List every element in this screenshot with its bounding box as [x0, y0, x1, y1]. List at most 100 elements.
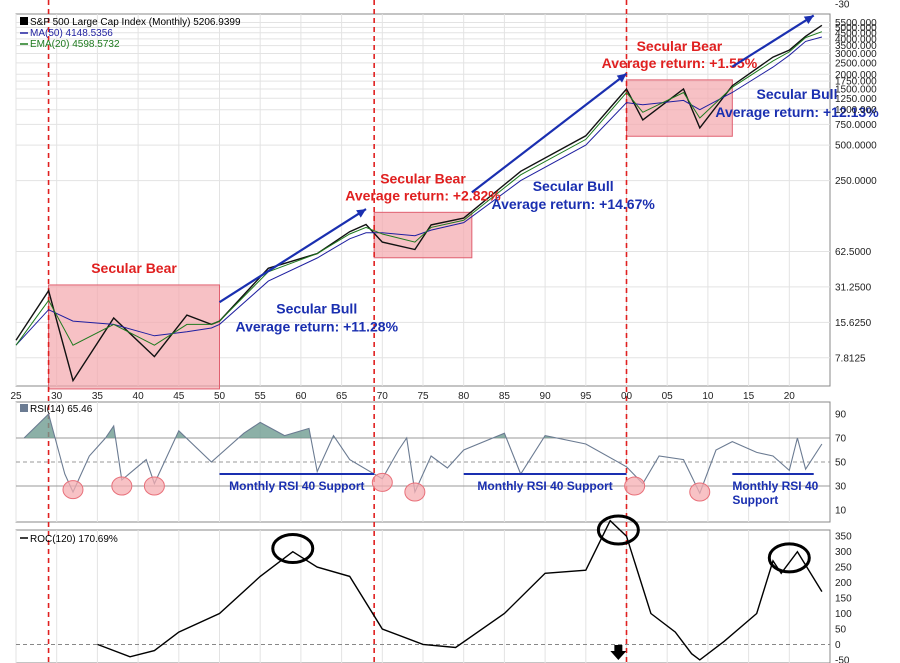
x-tick-label: 90	[540, 391, 552, 402]
roc-y-tick: 350	[835, 532, 852, 543]
secular-bull-arrow	[218, 208, 367, 304]
price-y-tick: 500.0000	[835, 141, 877, 152]
price-y-tick: 1250.000	[835, 94, 877, 105]
rsi-oversold-circle	[404, 482, 426, 502]
rsi-support-label: Monthly RSI 40 Support	[229, 479, 364, 493]
x-tick-label: 05	[662, 391, 674, 402]
rsi-y-tick: 70	[835, 434, 847, 445]
secular-bull-label: Secular Bull	[276, 301, 357, 317]
price-y-tick: 3500.000	[835, 41, 877, 52]
rsi-oversold-circle	[62, 480, 84, 500]
secular-bull-arrow	[731, 14, 815, 68]
price-y-tick: 31.2500	[835, 282, 872, 293]
x-tick-label: 45	[173, 391, 185, 402]
secular-bull-arrowhead	[616, 73, 627, 83]
secular-bull-arrowhead	[803, 15, 814, 24]
rsi-y-tick: 10	[835, 506, 847, 517]
x-tick-label: 65	[336, 391, 348, 402]
rsi-oversold-circle	[371, 472, 393, 492]
price-y-tick: 4000.000	[835, 34, 877, 45]
rsi-oversold-circle	[111, 476, 133, 496]
roc-peak-circle	[767, 542, 811, 574]
secular-bear-label: Secular Bear	[91, 260, 177, 276]
x-tick-label: 35	[92, 391, 104, 402]
x-tick-label: 95	[580, 391, 592, 402]
legend-ema20: EMA(20) 4598.5732	[30, 39, 120, 50]
x-tick-label: 70	[377, 391, 389, 402]
x-tick-label: 10	[702, 391, 714, 402]
price-y-tick: 1500.000	[835, 84, 877, 95]
x-tick-label: 40	[133, 391, 145, 402]
x-tick-label: 55	[255, 391, 267, 402]
rsi-oversold-circle	[143, 476, 165, 496]
legend-price: S&P 500 Large Cap Index (Monthly) 5206.9…	[30, 17, 241, 28]
price-line	[15, 24, 823, 383]
price-y-tick: 15.6250	[835, 318, 872, 329]
rsi-support-label: Support	[732, 493, 778, 507]
price-y-tick: -30	[835, 0, 850, 11]
price-y-tick: 250.0000	[835, 176, 877, 187]
roc-y-tick: 250	[835, 563, 852, 574]
secular-bull-label: Average return: +12.13%	[715, 104, 879, 120]
roc-y-tick: 300	[835, 547, 852, 558]
legend-ma50: MA(50) 4148.5356	[30, 28, 113, 39]
roc-y-tick: 100	[835, 609, 852, 620]
roc-y-tick: -50	[835, 655, 850, 663]
legend-roc: ROC(120) 170.69%	[30, 534, 118, 545]
x-tick-label: 30	[51, 391, 63, 402]
rsi-oversold-circle	[689, 482, 711, 502]
x-tick-label: 00	[621, 391, 633, 402]
x-tick-label: 50	[214, 391, 226, 402]
price-y-tick: 2000.000	[835, 70, 877, 81]
price-y-tick: 5500.000	[835, 18, 877, 29]
price-y-tick: 5000.000	[835, 23, 877, 34]
secular-bull-label: Average return: +11.28%	[236, 319, 399, 335]
x-tick-label: 75	[417, 391, 429, 402]
ema20-line	[15, 31, 823, 346]
rsi-legend: RSI(14) 65.46	[20, 404, 93, 415]
x-tick-label: 15	[743, 391, 755, 402]
x-tick-label: 20	[784, 391, 796, 402]
roc-line	[97, 519, 823, 661]
price-y-tick: 4500.000	[835, 28, 877, 39]
secular-bull-label: Average return: +14.67%	[492, 196, 656, 212]
roc-peak-circle	[271, 533, 315, 565]
roc-y-tick: 0	[835, 640, 841, 651]
price-y-tick: 1750.000	[835, 77, 877, 88]
roc-legend: ROC(120) 170.69%	[20, 534, 118, 545]
x-tick-label: 80	[458, 391, 470, 402]
vertical-markers	[47, 0, 628, 663]
x-tick-label: 85	[499, 391, 511, 402]
price-y-tick: 1000.000	[835, 105, 877, 116]
axis-layer: 25 30 35 40 45 50 55 60 65 70 75 80 85 90 95 00 05 10 15 20…	[10, 0, 877, 663]
price-y-tick: 750.0000	[835, 120, 877, 131]
bar-icon	[20, 17, 28, 25]
secular-bull-label: Secular Bull	[533, 178, 614, 194]
secular-bull-label: Secular Bull	[757, 86, 838, 102]
secular-bull-arrow	[471, 72, 628, 194]
price-y-tick: 62.5000	[835, 247, 872, 258]
down-arrow-icon	[610, 645, 627, 660]
price-legend: S&P 500 Large Cap Index (Monthly) 5206.9…	[20, 17, 241, 50]
secular-bear-label: Secular Bear	[380, 170, 466, 186]
rsi-swatch	[20, 404, 28, 412]
rsi-y-tick: 90	[835, 410, 847, 421]
roc-y-tick: 200	[835, 578, 852, 589]
rsi-support-label: Monthly RSI 40 Support	[477, 479, 612, 493]
rsi-support-label: Monthly RSI 40	[732, 479, 818, 493]
price-y-tick: 3000.000	[835, 49, 877, 60]
price-y-tick: 2500.000	[835, 58, 877, 69]
x-tick-label: 60	[295, 391, 307, 402]
rsi-y-tick: 50	[835, 458, 847, 469]
roc-peak-circle	[596, 514, 640, 546]
roc-y-tick: 150	[835, 594, 852, 605]
price-y-tick: 7.8125	[835, 353, 866, 364]
secular-bull-arrowhead	[356, 209, 367, 218]
secular-bear-label: Average return: +1.55%	[602, 55, 758, 71]
secular-bear-label: Average return: +2.82%	[345, 187, 501, 203]
secular-bear-label: Secular Bear	[637, 38, 723, 54]
legend-rsi: RSI(14) 65.46	[30, 404, 93, 415]
roc-y-tick: 50	[835, 624, 847, 635]
